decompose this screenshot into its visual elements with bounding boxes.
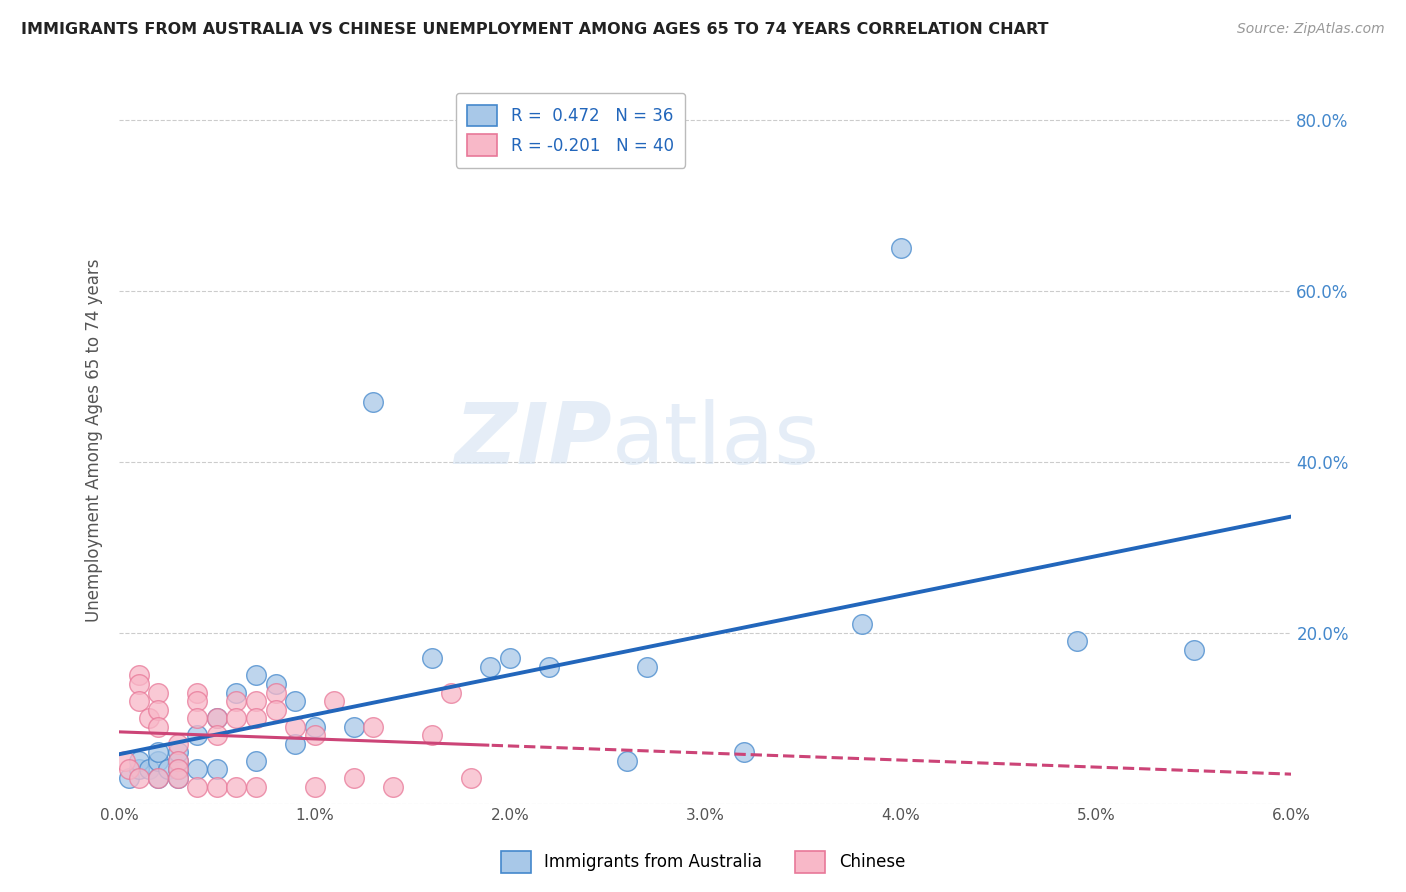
Point [499, 651, 522, 665]
Point [205, 728, 228, 742]
Y-axis label: Unemployment Among Ages 65 to 74 years: Unemployment Among Ages 65 to 74 years [86, 259, 103, 623]
Point [186, 685, 208, 699]
Point [138, 711, 160, 725]
Point [225, 685, 247, 699]
Point [128, 771, 150, 785]
Point [361, 395, 384, 409]
Text: atlas: atlas [612, 399, 820, 482]
Text: ZIP: ZIP [454, 399, 612, 482]
Point [245, 694, 267, 708]
Point [420, 728, 443, 742]
Point [264, 703, 287, 717]
Point [205, 711, 228, 725]
Point [128, 668, 150, 682]
Point [128, 694, 150, 708]
Point [890, 241, 912, 255]
Point [616, 754, 638, 768]
Point [420, 651, 443, 665]
Point [1066, 634, 1088, 648]
Point [636, 660, 658, 674]
Point [440, 685, 463, 699]
Point [264, 677, 287, 691]
Point [245, 668, 267, 682]
Text: IMMIGRANTS FROM AUSTRALIA VS CHINESE UNEMPLOYMENT AMONG AGES 65 TO 74 YEARS CORR: IMMIGRANTS FROM AUSTRALIA VS CHINESE UNE… [21, 22, 1049, 37]
Point [128, 754, 150, 768]
Point [284, 720, 307, 734]
Legend: Immigrants from Australia, Chinese: Immigrants from Australia, Chinese [494, 845, 912, 880]
Point [381, 780, 404, 794]
Point [167, 771, 190, 785]
Point [128, 763, 150, 777]
Point [118, 771, 141, 785]
Point [167, 745, 190, 759]
Point [264, 685, 287, 699]
Point [167, 754, 190, 768]
Point [225, 780, 247, 794]
Point [225, 711, 247, 725]
Point [186, 694, 208, 708]
Point [245, 711, 267, 725]
Point [538, 660, 561, 674]
Point [851, 617, 873, 632]
Point [304, 720, 326, 734]
Point [733, 745, 755, 759]
Point [114, 754, 136, 768]
Point [148, 771, 170, 785]
Point [186, 711, 208, 725]
Point [205, 711, 228, 725]
Point [167, 737, 190, 751]
Legend: R =  0.472   N = 36, R = -0.201   N = 40: R = 0.472 N = 36, R = -0.201 N = 40 [456, 93, 686, 168]
Point [479, 660, 502, 674]
Point [148, 771, 170, 785]
Point [186, 780, 208, 794]
Point [128, 677, 150, 691]
Point [304, 780, 326, 794]
Point [323, 694, 346, 708]
Point [1182, 643, 1205, 657]
Point [118, 763, 141, 777]
Text: Source: ZipAtlas.com: Source: ZipAtlas.com [1237, 22, 1385, 37]
Point [148, 703, 170, 717]
Point [343, 720, 366, 734]
Point [205, 780, 228, 794]
Point [167, 763, 190, 777]
Point [148, 685, 170, 699]
Point [186, 728, 208, 742]
Point [304, 728, 326, 742]
Point [225, 694, 247, 708]
Point [205, 763, 228, 777]
Point [245, 780, 267, 794]
Point [148, 745, 170, 759]
Point [284, 737, 307, 751]
Point [167, 763, 190, 777]
Point [343, 771, 366, 785]
Point [148, 754, 170, 768]
Point [460, 771, 482, 785]
Point [167, 771, 190, 785]
Point [361, 720, 384, 734]
Point [245, 754, 267, 768]
Point [157, 763, 180, 777]
Point [148, 720, 170, 734]
Point [186, 763, 208, 777]
Point [138, 763, 160, 777]
Point [167, 754, 190, 768]
Point [284, 694, 307, 708]
